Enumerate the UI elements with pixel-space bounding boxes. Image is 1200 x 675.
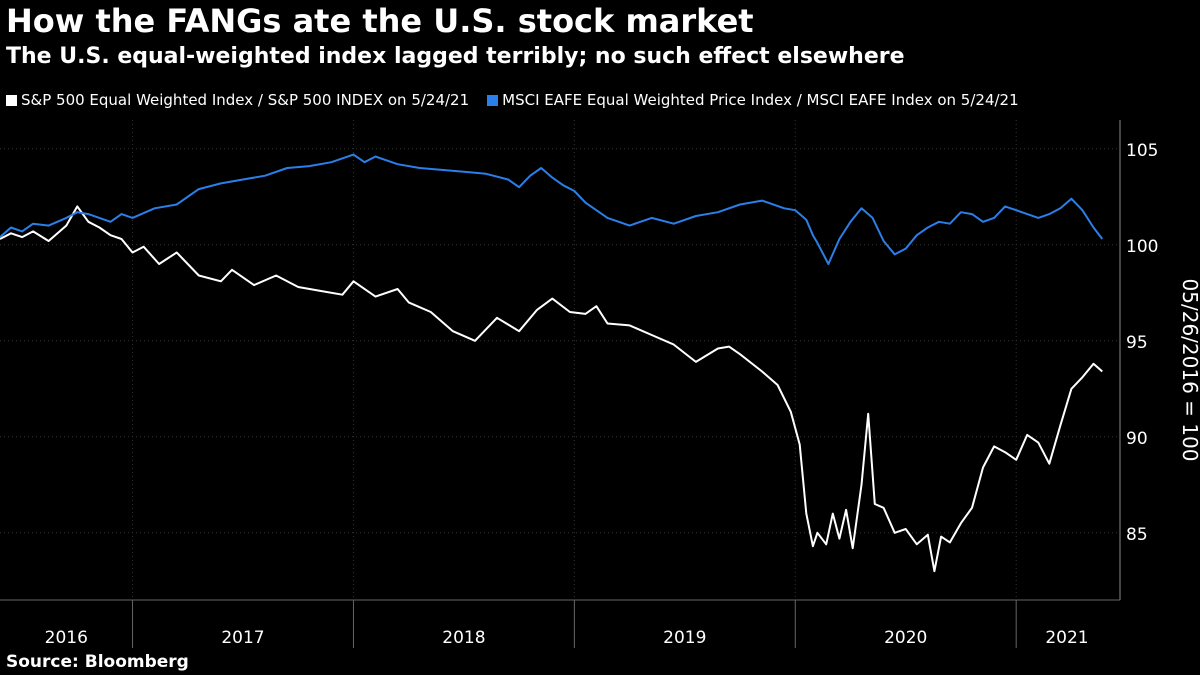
series-lines <box>0 153 1104 573</box>
chart-title: How the FANGs ate the U.S. stock market <box>6 2 754 40</box>
legend-item-us: S&P 500 Equal Weighted Index / S&P 500 I… <box>6 91 469 109</box>
y-tick-label: 90 <box>1126 429 1148 449</box>
axes: 85 90 95 100 105 2016 2017 2018 2019 2020 2021 05/2… <box>0 120 1200 648</box>
series-line-sp500-equal-weight <box>0 205 1103 573</box>
x-tick-label: 2019 <box>663 628 706 648</box>
y-tick-label: 100 <box>1126 237 1158 257</box>
x-tick-label: 2020 <box>884 628 927 648</box>
x-tick-label: 2016 <box>45 628 88 648</box>
chart-subtitle: The U.S. equal-weighted index lagged ter… <box>6 44 905 69</box>
y-axis-label: 05/26/2016 = 100 <box>1178 279 1200 462</box>
legend-swatch-us <box>6 94 17 106</box>
x-tick-label: 2017 <box>221 628 264 648</box>
y-tick-label: 105 <box>1126 141 1158 161</box>
y-tick-label: 95 <box>1126 333 1148 353</box>
legend-swatch-eafe <box>487 94 499 106</box>
x-tick-label: 2021 <box>1045 628 1088 648</box>
legend-item-eafe: MSCI EAFE Equal Weighted Price Index / M… <box>487 91 1019 109</box>
source-note: Source: Bloomberg <box>6 652 189 672</box>
x-tick-label: 2018 <box>442 628 485 648</box>
y-tick-label: 85 <box>1126 525 1148 545</box>
legend-label-eafe: MSCI EAFE Equal Weighted Price Index / M… <box>502 91 1019 109</box>
legend: S&P 500 Equal Weighted Index / S&P 500 I… <box>6 91 1037 109</box>
legend-label-us: S&P 500 Equal Weighted Index / S&P 500 I… <box>21 91 470 109</box>
gridlines <box>0 120 1120 600</box>
series-line-msci-eafe-equal-weight <box>0 153 1104 265</box>
